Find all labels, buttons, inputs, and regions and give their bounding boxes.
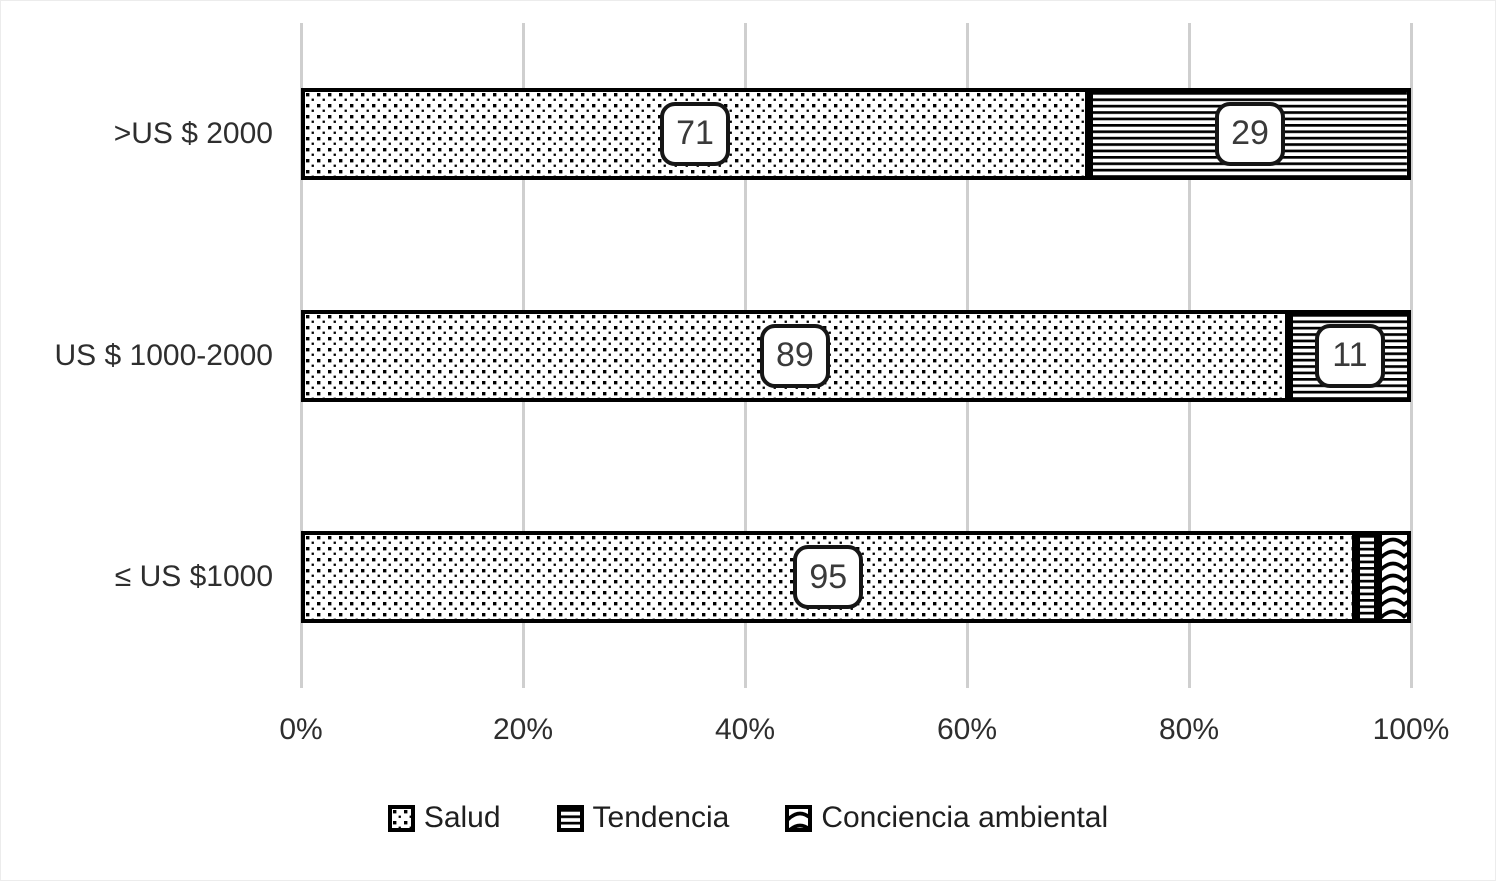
data-label: 29 (1215, 101, 1286, 166)
legend-label: Conciencia ambiental (821, 801, 1109, 834)
legend: Salud Tendencia Conciencia ambiental (1, 787, 1495, 849)
legend-item: Conciencia ambiental (785, 801, 1108, 835)
legend-swatch-wave (785, 804, 813, 832)
legend-swatch-hlines (556, 804, 584, 832)
legend-swatch-dots (387, 804, 415, 832)
legend-item: Salud (387, 801, 501, 835)
x-axis-tick-label: 40% (714, 713, 776, 746)
bar-segment-conciencia-ambiental (1377, 531, 1411, 624)
x-axis-tick-label: 0% (279, 713, 323, 746)
category-label: US $ 1000-2000 (54, 338, 274, 372)
hlines-pattern (1359, 535, 1374, 620)
legend-label: Tendencia (592, 801, 730, 834)
x-axis-tick-label: 100% (1372, 713, 1450, 746)
hlines-pattern-icon (560, 808, 580, 828)
x-axis-tick-label: 60% (936, 713, 998, 746)
dots-pattern-icon (391, 808, 411, 828)
x-axis-tick-label: 80% (1158, 713, 1220, 746)
wave-pattern-icon (789, 808, 809, 828)
category-label: >US $ 2000 (113, 116, 273, 150)
bar-segment-tendencia (1355, 531, 1378, 624)
data-label: 89 (759, 323, 830, 388)
legend-label: Salud (423, 801, 501, 834)
legend-item: Tendencia (556, 801, 730, 835)
category-label: ≤ US $1000 (114, 560, 273, 594)
data-label: 71 (660, 101, 731, 166)
data-label: 95 (793, 545, 864, 610)
gridline (1409, 23, 1413, 688)
wave-pattern (1381, 535, 1407, 620)
x-axis-tick-label: 20% (492, 713, 554, 746)
data-label: 11 (1314, 323, 1385, 388)
